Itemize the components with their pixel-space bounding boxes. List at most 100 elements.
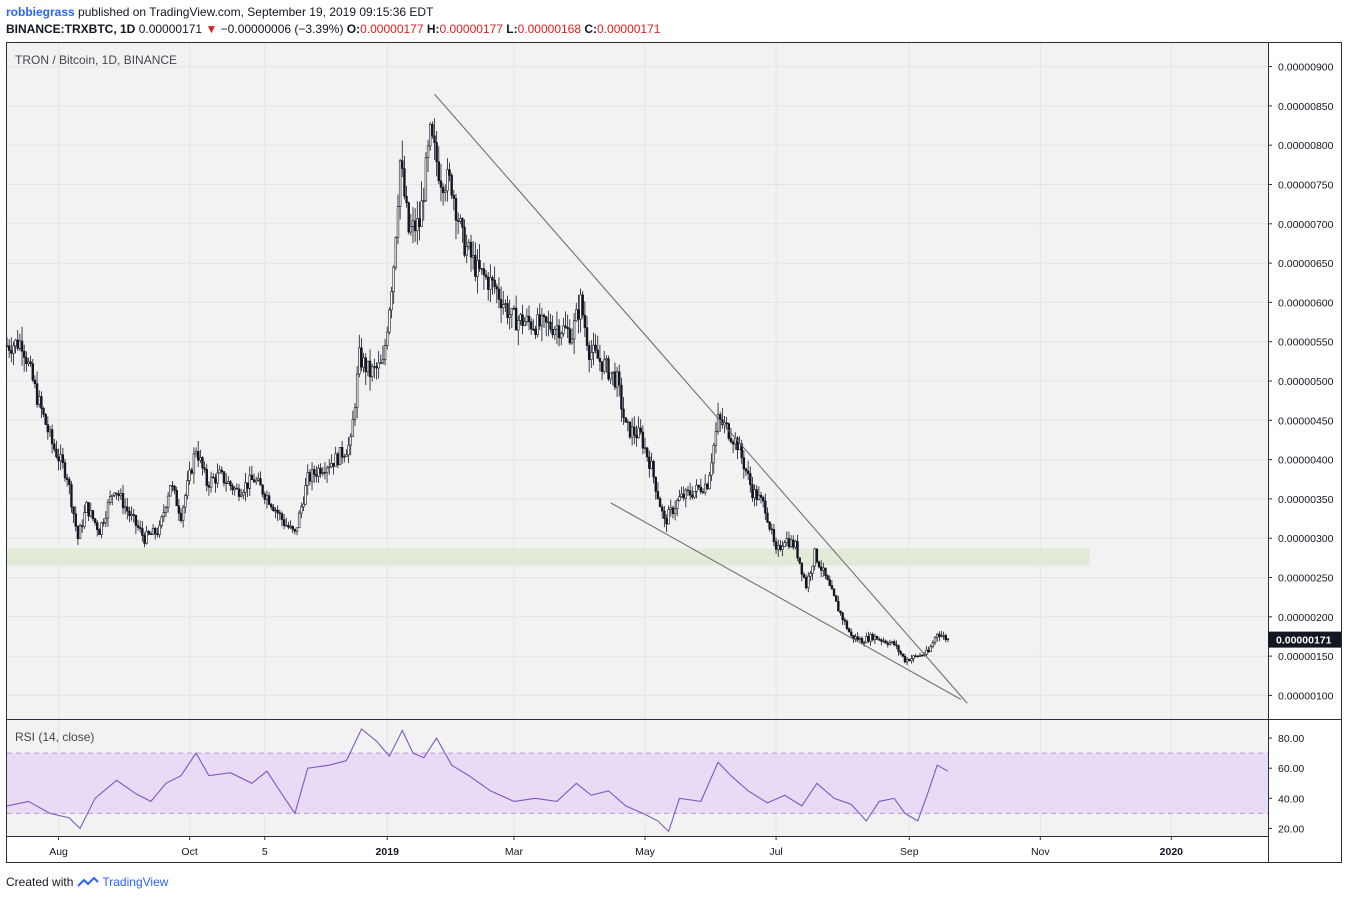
candle-body xyxy=(796,541,799,558)
created-with-label: Created with xyxy=(6,875,74,889)
candle-body xyxy=(126,506,129,512)
candle-body xyxy=(770,528,773,531)
candle-body xyxy=(802,573,806,578)
candle-body xyxy=(265,495,269,500)
candle-body xyxy=(572,320,576,340)
candle-body xyxy=(392,266,395,292)
candle-body xyxy=(166,495,170,508)
candle-body xyxy=(370,366,374,378)
candle-body xyxy=(706,483,709,490)
candle-body xyxy=(729,438,733,443)
candle-body xyxy=(276,509,279,514)
candle-body xyxy=(912,655,915,659)
candle-body xyxy=(235,487,239,490)
candle-body xyxy=(843,619,847,622)
low-value: 0.00000168 xyxy=(517,22,582,36)
candle-body xyxy=(386,331,389,346)
candle-body xyxy=(12,345,15,354)
candle-body xyxy=(508,314,511,319)
candle-body xyxy=(781,546,784,550)
publisher-username[interactable]: robbiegrass xyxy=(6,5,75,19)
candle-body xyxy=(368,360,372,378)
support-zone-rectangle xyxy=(7,548,1090,566)
candle-body xyxy=(751,484,754,499)
candle-body xyxy=(839,610,842,614)
tradingview-logo-icon xyxy=(77,876,100,887)
candle-body xyxy=(560,333,563,339)
candle-body xyxy=(697,484,700,488)
candle-body xyxy=(525,315,529,323)
candle-body xyxy=(61,454,65,463)
candle-body xyxy=(710,462,713,476)
candle-body xyxy=(22,350,26,358)
candle-body xyxy=(444,190,447,194)
last-price-tag-label: 0.00000171 xyxy=(1276,635,1332,647)
candle-body xyxy=(946,638,950,641)
candle-body xyxy=(325,467,329,474)
time-axis-label: Oct xyxy=(181,846,197,858)
candle-body xyxy=(630,426,634,438)
candle-body xyxy=(480,268,483,270)
candle-body xyxy=(261,484,264,495)
candle-body xyxy=(910,658,913,662)
tradingview-brand-link[interactable]: TradingView xyxy=(102,875,169,889)
candle-body xyxy=(418,218,421,227)
candle-body xyxy=(439,180,443,188)
candle-body xyxy=(738,443,741,451)
candle-body xyxy=(345,454,348,457)
candle-body xyxy=(173,485,176,491)
candle-body xyxy=(830,585,834,590)
symbol-label: BINANCE:TRXBTC, 1D xyxy=(6,22,136,36)
candle-body xyxy=(673,508,677,514)
candle-body xyxy=(454,198,458,221)
candle-body xyxy=(424,157,428,202)
candle-body xyxy=(744,468,748,472)
candle-body xyxy=(263,493,266,500)
candle-body xyxy=(461,218,464,228)
time-axis-label: Sep xyxy=(900,846,919,858)
candle-body xyxy=(85,502,88,513)
candle-body xyxy=(134,514,138,526)
candle-body xyxy=(512,307,516,310)
candle-body xyxy=(74,513,77,527)
candle-body xyxy=(328,466,331,469)
candle-body xyxy=(890,641,894,644)
candle-body xyxy=(484,274,488,278)
candle-body xyxy=(162,512,166,518)
candle-body xyxy=(63,462,67,479)
price-change: −0.00000006 (−3.39%) xyxy=(220,22,344,36)
candle-body xyxy=(856,636,859,641)
candle-body xyxy=(686,489,690,492)
candle-body xyxy=(626,421,630,424)
candle-body xyxy=(394,237,398,268)
candle-body xyxy=(504,303,507,305)
candle-body xyxy=(570,338,574,344)
candle-body xyxy=(338,447,342,466)
candle-body xyxy=(497,288,501,300)
candle-body xyxy=(620,384,623,410)
candle-body xyxy=(343,456,346,458)
candle-body xyxy=(38,396,41,405)
candle-body xyxy=(91,510,95,519)
candle-body xyxy=(650,461,653,469)
candle-body xyxy=(873,635,877,641)
candle-body xyxy=(815,548,819,563)
candle-body xyxy=(96,522,99,530)
candle-body xyxy=(656,491,660,499)
candle-body xyxy=(115,492,118,495)
candle-body xyxy=(141,528,144,536)
candle-body xyxy=(826,575,829,581)
candle-body xyxy=(538,314,541,327)
candle-body xyxy=(375,366,378,369)
candle-body xyxy=(736,437,739,451)
candle-body xyxy=(862,642,866,644)
candle-body xyxy=(682,493,685,499)
candle-body xyxy=(777,544,780,550)
candle-body xyxy=(252,479,256,483)
candle-body xyxy=(712,444,715,464)
candle-body xyxy=(222,471,226,484)
candle-body xyxy=(7,345,11,351)
chart-frame xyxy=(6,42,1342,863)
candle-body xyxy=(536,314,539,336)
